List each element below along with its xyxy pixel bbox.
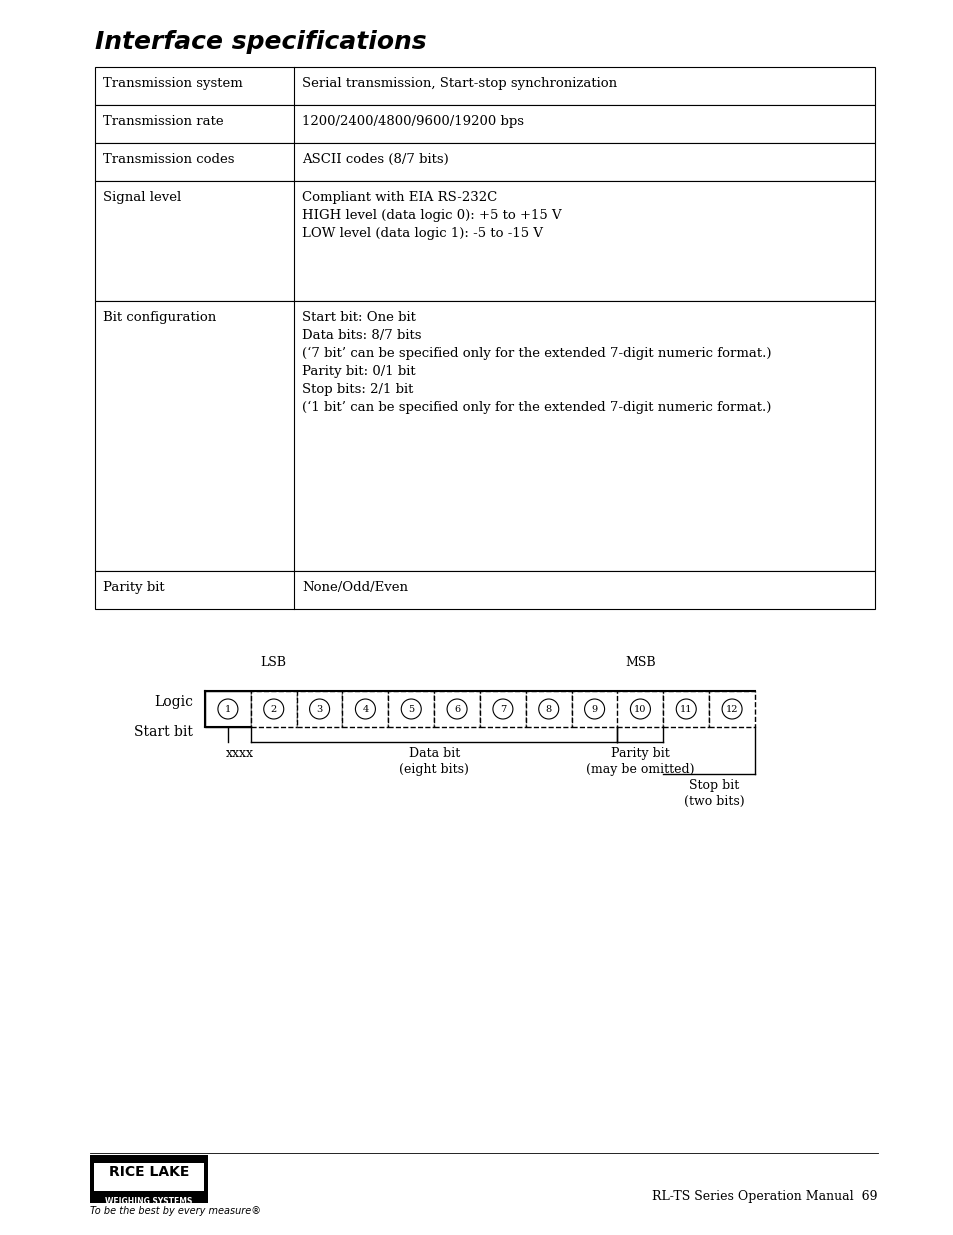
Bar (708, 692, 754, 727)
Text: Interface specifications: Interface specifications (95, 30, 426, 54)
Text: 6: 6 (454, 704, 459, 714)
Text: 12: 12 (725, 704, 738, 714)
Bar (434, 692, 479, 727)
Text: Parity bit: Parity bit (611, 747, 669, 760)
Circle shape (676, 699, 696, 719)
Text: 9: 9 (591, 704, 597, 714)
Text: Logic: Logic (153, 695, 193, 709)
Bar (617, 692, 662, 727)
Text: Stop bits: 2/1 bit: Stop bits: 2/1 bit (301, 383, 413, 396)
Bar (94, 1163, 204, 1191)
Text: Start bit: Start bit (134, 725, 193, 739)
Bar (571, 692, 617, 727)
Text: Data bit: Data bit (408, 747, 459, 760)
Circle shape (263, 699, 283, 719)
Text: 4: 4 (362, 704, 368, 714)
Text: 10: 10 (634, 704, 646, 714)
Text: RICE LAKE: RICE LAKE (109, 1165, 189, 1179)
Text: 7: 7 (499, 704, 505, 714)
Text: WEIGHING SYSTEMS: WEIGHING SYSTEMS (105, 1197, 193, 1207)
Bar (342, 692, 388, 727)
Text: 1200/2400/4800/9600/19200 bps: 1200/2400/4800/9600/19200 bps (301, 115, 523, 128)
Text: ASCII codes (8/7 bits): ASCII codes (8/7 bits) (301, 153, 448, 165)
Circle shape (401, 699, 421, 719)
Bar (95, 67, 874, 105)
Text: Parity bit: 0/1 bit: Parity bit: 0/1 bit (301, 366, 416, 378)
Text: 2: 2 (271, 704, 276, 714)
Text: Data bits: 8/7 bits: Data bits: 8/7 bits (301, 329, 421, 342)
Text: HIGH level (data logic 0): +5 to +15 V: HIGH level (data logic 0): +5 to +15 V (301, 209, 561, 222)
Circle shape (217, 699, 237, 719)
Bar (479, 692, 525, 727)
Bar (296, 692, 342, 727)
Bar (388, 692, 434, 727)
Bar (95, 182, 874, 301)
Text: Signal level: Signal level (103, 191, 181, 204)
Text: 11: 11 (679, 704, 692, 714)
Text: 8: 8 (545, 704, 551, 714)
Bar (95, 143, 874, 182)
Circle shape (630, 699, 650, 719)
Text: None/Odd/Even: None/Odd/Even (301, 580, 408, 594)
Circle shape (584, 699, 604, 719)
Circle shape (447, 699, 467, 719)
Text: To be the best by every measure®: To be the best by every measure® (90, 1207, 261, 1216)
Circle shape (721, 699, 741, 719)
Text: MSB: MSB (624, 656, 655, 669)
Text: (may be omitted): (may be omitted) (585, 763, 694, 776)
Text: Start bit: One bit: Start bit: One bit (301, 311, 416, 324)
Bar (90, 1155, 208, 1203)
Bar (662, 692, 708, 727)
Text: Bit configuration: Bit configuration (103, 311, 216, 324)
Text: (two bits): (two bits) (683, 795, 743, 808)
Bar (205, 692, 251, 727)
Text: 1: 1 (225, 704, 231, 714)
Text: (‘1 bit’ can be specified only for the extended 7-digit numeric format.): (‘1 bit’ can be specified only for the e… (301, 401, 770, 414)
Text: Transmission system: Transmission system (103, 77, 242, 90)
Text: Stop bit: Stop bit (688, 779, 739, 792)
Circle shape (310, 699, 329, 719)
Bar (95, 301, 874, 571)
Text: RL-TS Series Operation Manual  69: RL-TS Series Operation Manual 69 (652, 1191, 877, 1203)
Bar (95, 105, 874, 143)
Text: LSB: LSB (260, 656, 287, 669)
Circle shape (355, 699, 375, 719)
Bar (525, 692, 571, 727)
Text: LOW level (data logic 1): -5 to -15 V: LOW level (data logic 1): -5 to -15 V (301, 227, 542, 240)
Text: Serial transmission, Start-stop synchronization: Serial transmission, Start-stop synchron… (301, 77, 617, 90)
Circle shape (493, 699, 513, 719)
Bar (251, 692, 296, 727)
Text: 3: 3 (316, 704, 322, 714)
Text: 5: 5 (408, 704, 414, 714)
Circle shape (538, 699, 558, 719)
Text: (‘7 bit’ can be specified only for the extended 7-digit numeric format.): (‘7 bit’ can be specified only for the e… (301, 347, 771, 361)
Bar (95, 571, 874, 609)
Text: Transmission rate: Transmission rate (103, 115, 223, 128)
Text: Compliant with EIA RS-232C: Compliant with EIA RS-232C (301, 191, 497, 204)
Text: Parity bit: Parity bit (103, 580, 165, 594)
Text: Transmission codes: Transmission codes (103, 153, 234, 165)
Text: xxxx: xxxx (225, 747, 253, 760)
Text: (eight bits): (eight bits) (398, 763, 469, 776)
